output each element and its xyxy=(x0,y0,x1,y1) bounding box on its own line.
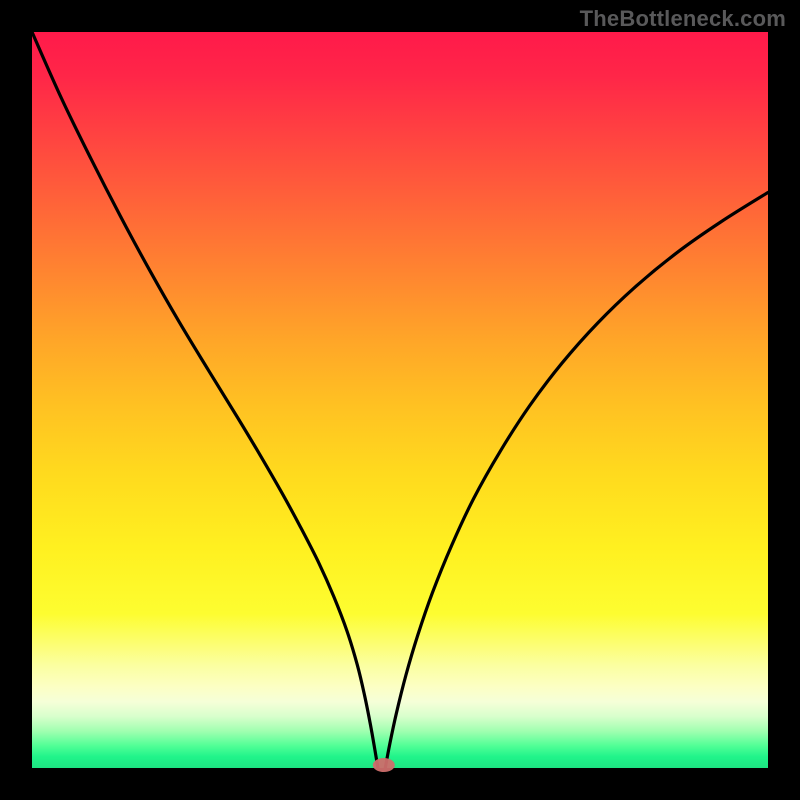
plot-background xyxy=(32,32,768,768)
bottleneck-plot xyxy=(0,0,800,800)
watermark-label: TheBottleneck.com xyxy=(580,6,786,32)
chart-container: TheBottleneck.com xyxy=(0,0,800,800)
optimum-marker xyxy=(373,758,395,772)
